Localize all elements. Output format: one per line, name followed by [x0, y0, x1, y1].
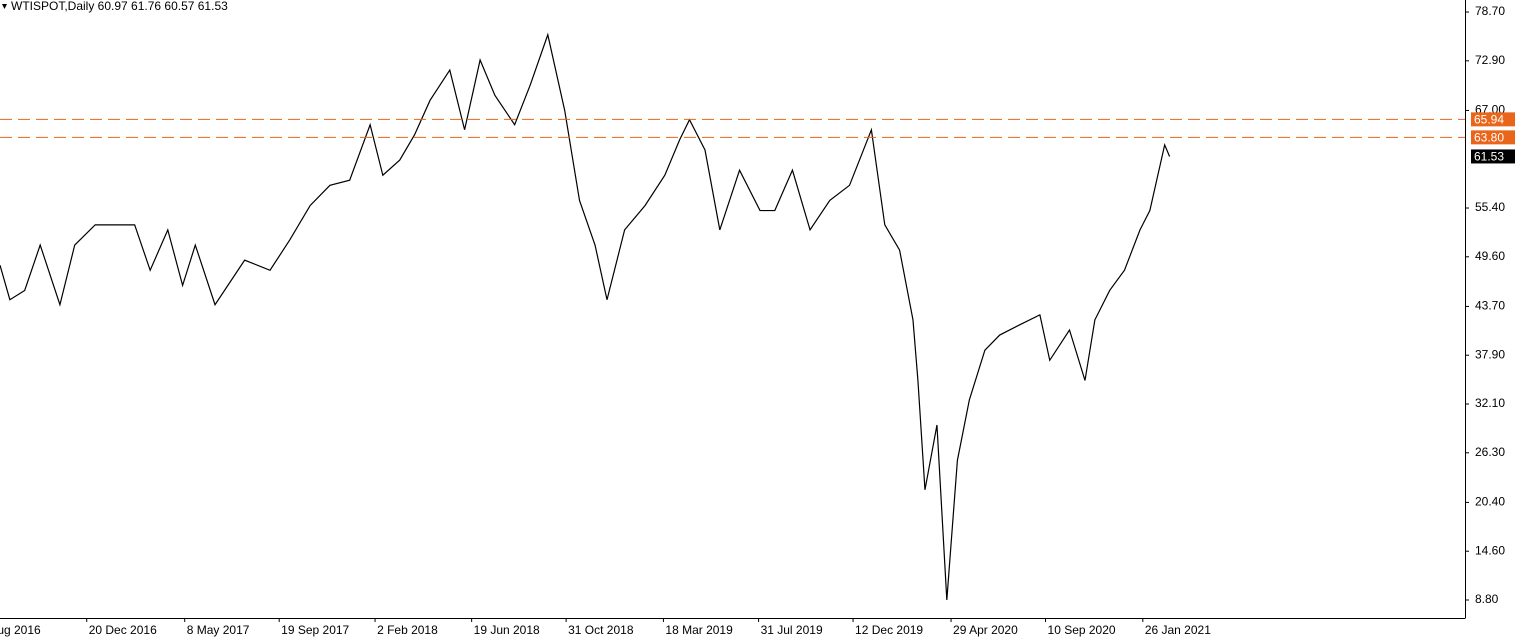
y-tick-label: 8.80	[1475, 592, 1499, 606]
x-tick-label: 2 Feb 2018	[377, 623, 438, 637]
chart-title: WTISPOT,Daily 60.97 61.76 60.57 61.53	[11, 0, 228, 13]
x-tick-label: 26 Jan 2021	[1145, 623, 1211, 637]
y-tick-label: 43.70	[1475, 299, 1505, 313]
last-price-box	[1471, 149, 1515, 164]
y-tick-label: 49.60	[1475, 249, 1505, 263]
last-price-label: 61.53	[1474, 150, 1504, 164]
y-tick-label: 20.40	[1475, 495, 1505, 509]
x-tick-label: 12 Dec 2019	[855, 623, 923, 637]
x-tick-label: 19 Sep 2017	[281, 623, 349, 637]
level-label-box	[1471, 130, 1515, 145]
x-tick-label: 31 Oct 2018	[568, 623, 634, 637]
y-tick-label: 72.90	[1475, 53, 1505, 67]
x-tick-label: 29 Apr 2020	[953, 623, 1018, 637]
y-tick-label: 55.40	[1475, 200, 1505, 214]
level-label: 65.94	[1474, 113, 1504, 127]
x-tick-label: 20 Dec 2016	[89, 623, 157, 637]
x-tick-label: 31 Jul 2019	[761, 623, 823, 637]
y-tick-label: 26.30	[1475, 445, 1505, 459]
x-tick-label: 10 Sep 2020	[1048, 623, 1116, 637]
x-tick-label: 8 May 2017	[187, 623, 250, 637]
price-line	[0, 32, 1171, 601]
symbol-marker	[2, 4, 7, 9]
level-label-box	[1471, 112, 1515, 127]
x-tick-label: 19 Jun 2018	[474, 623, 540, 637]
y-tick-label: 32.10	[1475, 396, 1505, 410]
y-tick-label: 78.70	[1475, 4, 1505, 18]
plot-area	[0, 32, 1171, 601]
y-tick-label: 37.90	[1475, 347, 1505, 361]
level-label: 63.80	[1474, 131, 1504, 145]
x-tick-label: Aug 2016	[0, 623, 41, 637]
x-tick-label: 18 Mar 2019	[665, 623, 733, 637]
y-tick-label: 14.60	[1475, 543, 1505, 557]
